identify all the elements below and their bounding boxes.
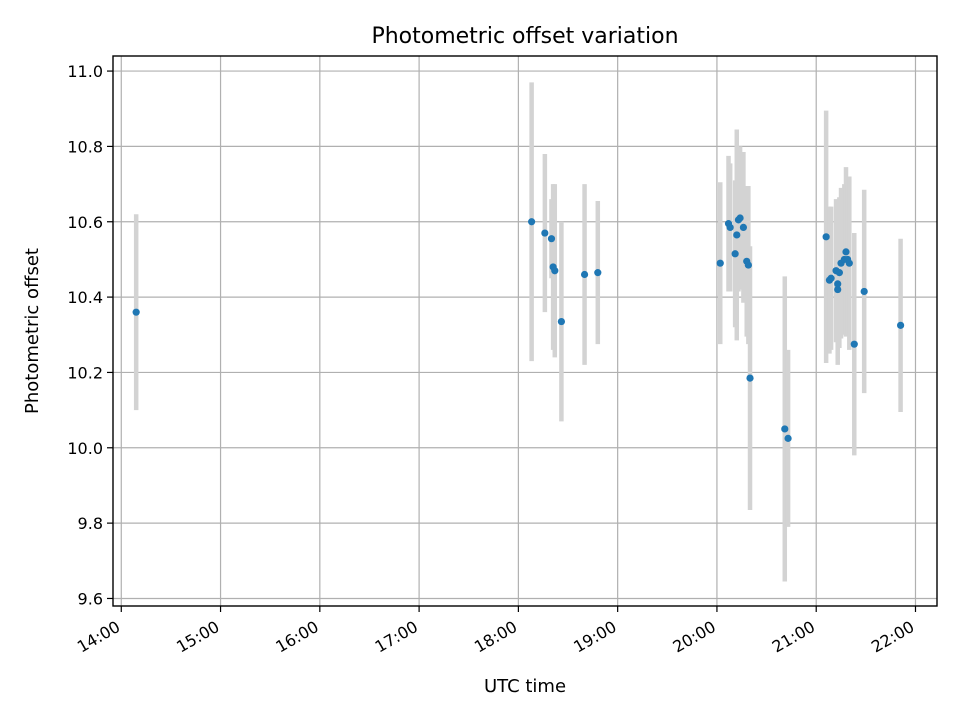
data-point (739, 223, 748, 232)
data-point (822, 233, 830, 241)
data-point (551, 267, 559, 275)
data-point (733, 231, 741, 239)
y-tick-label: 9.6 (78, 589, 103, 608)
data-point (896, 321, 905, 329)
x-tick-label: 17:00 (372, 617, 421, 657)
point-layer (132, 214, 905, 442)
y-tick-label: 10.6 (67, 213, 103, 232)
data-point (731, 250, 739, 258)
y-axis-label: Photometric offset (22, 248, 43, 414)
plot-frame (112, 55, 938, 607)
data-point (580, 270, 589, 279)
x-tick-label: 21:00 (769, 617, 818, 657)
data-point (827, 274, 835, 282)
data-point (594, 269, 602, 277)
data-point (781, 425, 789, 433)
y-tick-label: 9.8 (78, 514, 103, 533)
x-tick-label: 20:00 (670, 617, 719, 657)
x-tick-label: 16:00 (272, 617, 321, 657)
data-point (842, 248, 850, 256)
data-point (132, 308, 140, 316)
x-tick-label: 14:00 (74, 617, 123, 657)
y-tick-label: 10.0 (67, 439, 103, 458)
x-tick-label: 18:00 (471, 617, 520, 657)
data-point (716, 259, 724, 267)
data-point (736, 214, 744, 222)
data-point (784, 434, 792, 442)
data-point (541, 229, 549, 237)
y-tick-label: 10.4 (67, 288, 103, 307)
y-tick-label: 10.8 (67, 137, 103, 156)
data-point (746, 374, 754, 382)
data-point (850, 340, 858, 348)
data-point (845, 259, 853, 267)
y-tick-label: 10.2 (67, 363, 103, 382)
data-point (834, 280, 842, 288)
x-tick-label: 19:00 (570, 617, 619, 657)
data-point (547, 235, 556, 243)
x-axis-label: UTC time (484, 676, 566, 697)
x-tick-label: 15:00 (173, 617, 222, 657)
x-tick-label: 22:00 (868, 617, 917, 657)
data-point (726, 223, 734, 232)
data-point (835, 269, 843, 277)
data-point (744, 261, 752, 269)
data-point (834, 285, 842, 294)
data-point (528, 218, 536, 226)
data-point (860, 287, 868, 296)
chart-title: Photometric offset variation (371, 24, 678, 49)
data-point (557, 317, 566, 326)
grid-layer (113, 56, 937, 606)
y-tick-label: 11.0 (67, 62, 103, 81)
